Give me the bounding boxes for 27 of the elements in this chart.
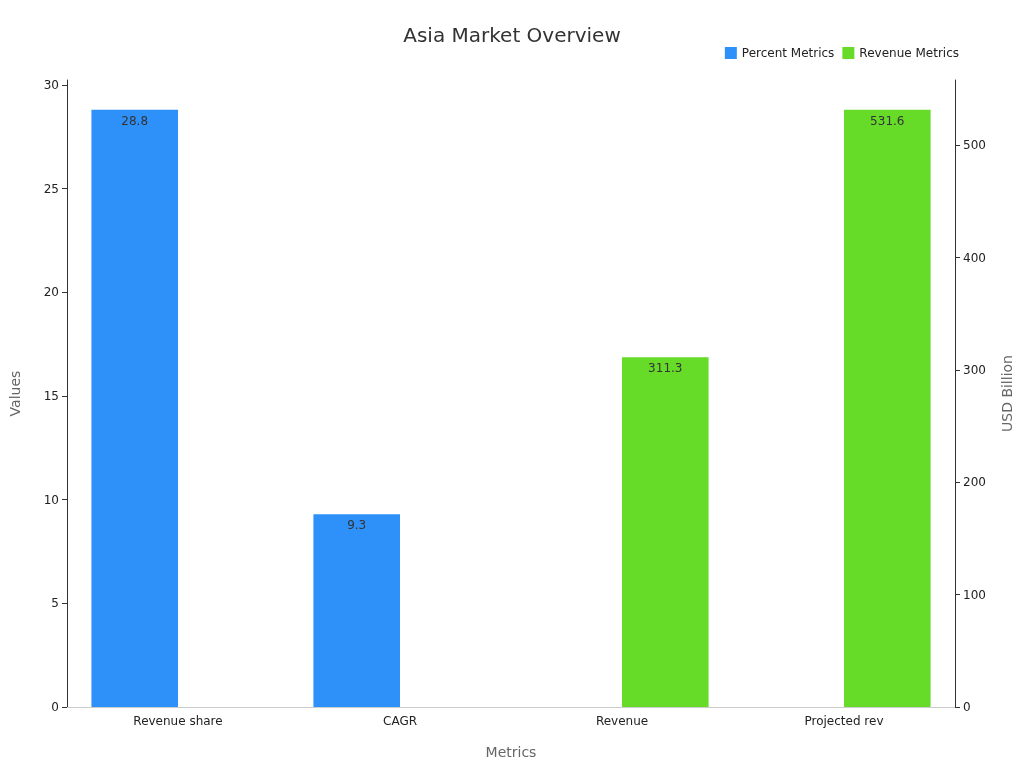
y-tick-label: 20 xyxy=(43,285,59,300)
y2-tick-label: 300 xyxy=(963,363,986,378)
x-axis-title: Metrics xyxy=(485,744,537,760)
data-label: 28.8 xyxy=(121,113,149,128)
y2-tick-label: 500 xyxy=(963,138,986,153)
y-tick-label: 30 xyxy=(43,77,59,92)
x-tick-label: Projected rev xyxy=(804,714,884,728)
legend-label: Percent Metrics xyxy=(741,46,835,60)
y-tick-label: 15 xyxy=(43,388,59,403)
y2-tick-label: 0 xyxy=(963,700,971,714)
y-tick-label: 5 xyxy=(51,596,59,611)
data-label: 531.6 xyxy=(870,113,905,128)
data-label: 9.3 xyxy=(347,518,367,533)
y-tick-label: 10 xyxy=(43,492,59,507)
x-tick-label: CAGR xyxy=(382,714,418,728)
y-tick-label: 0 xyxy=(51,700,59,714)
x-tick-label: Revenue share xyxy=(133,714,223,728)
y2-axis-title: USD Billion xyxy=(999,355,1015,432)
y-axis-title: Values xyxy=(7,370,23,417)
legend-label: Revenue Metrics xyxy=(859,46,960,60)
y2-tick-label: 400 xyxy=(963,250,986,265)
y-tick-label: 25 xyxy=(43,181,59,196)
chart-title: Asia Market Overview xyxy=(403,23,621,47)
y2-tick-label: 100 xyxy=(963,587,986,602)
x-tick-label: Revenue xyxy=(595,714,649,728)
data-label: 311.3 xyxy=(648,361,683,376)
y2-tick-label: 200 xyxy=(963,475,986,490)
